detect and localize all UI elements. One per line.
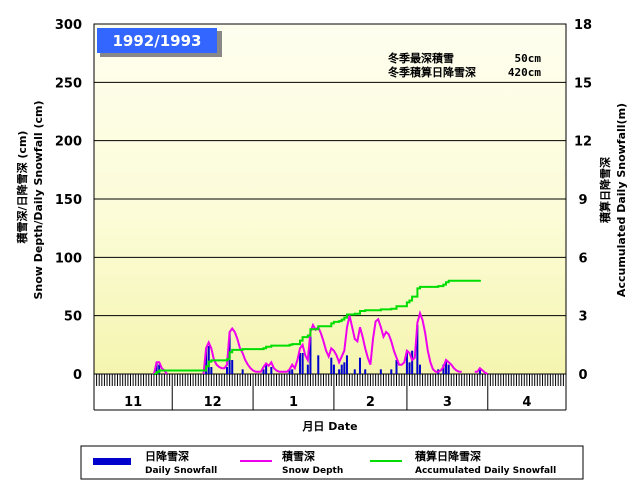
month-label: 3: [443, 395, 452, 410]
y-left-tick-label: 200: [55, 135, 82, 150]
snowfall-bar: [332, 364, 335, 374]
annotation-value-1: 420cm: [508, 66, 541, 79]
month-label: 4: [522, 395, 531, 410]
legend-snow-depth-jp: 積雪深: [281, 449, 315, 463]
snowfall-bar: [395, 360, 398, 374]
y-right-label-en: Accumulated Daily Snowfall(m): [615, 103, 628, 297]
legend-snow-depth-en: Snow Depth: [282, 466, 343, 476]
snowfall-bar: [301, 353, 304, 374]
y-right-tick-label: 6: [578, 251, 587, 266]
snowfall-bar: [390, 369, 393, 374]
snowfall-bar: [353, 369, 356, 374]
snowfall-bar: [210, 367, 213, 374]
y-right-tick-label: 9: [578, 193, 587, 208]
y-left-tick-labels: 0 50 100 150 200 250 300: [55, 18, 82, 383]
month-label: 1: [289, 395, 298, 410]
snowfall-bar: [241, 369, 244, 374]
legend-box: [80, 445, 584, 480]
y-right-tick-label: 3: [578, 310, 587, 325]
legend-daily-snowfall-swatch: [93, 458, 131, 465]
y-right-tick-label: 15: [574, 76, 592, 91]
snowfall-bar: [379, 369, 382, 374]
snowfall-bar: [405, 350, 408, 374]
snowfall-bar: [416, 325, 419, 374]
legend-accumulated-en: Accumulated Daily Snowfall: [415, 466, 556, 476]
snowfall-bar: [205, 348, 208, 374]
month-labels: 11 12 1 2 3 4: [124, 395, 531, 410]
y-left-tick-label: 300: [55, 18, 82, 33]
snowfall-bar: [411, 350, 414, 374]
legend-accumulated-jp: 積算日降雪深: [414, 449, 481, 463]
snowfall-bar: [309, 336, 312, 374]
month-label: 2: [366, 395, 375, 410]
y-left-tick-label: 250: [55, 76, 82, 91]
y-right-tick-label: 12: [574, 135, 592, 150]
x-axis-label: 月日 Date: [301, 420, 357, 433]
snowfall-bar: [207, 346, 210, 374]
accumulated-snowfall-line: [154, 279, 481, 375]
annotations: 冬季最深積雪 50cm 冬季積算日降雪深 420cm: [388, 51, 541, 79]
snowfall-bar: [270, 367, 273, 374]
title-badge: 1992/1993: [97, 28, 222, 57]
legend: 日降雪深 Daily Snowfall 積雪深 Snow Depth 積算日降雪…: [80, 445, 584, 480]
annotation-value-0: 50cm: [515, 52, 542, 65]
legend-daily-snowfall-en: Daily Snowfall: [145, 466, 217, 476]
y-right-tick-label: 0: [578, 368, 587, 383]
y-left-tick-label: 150: [55, 193, 82, 208]
snowfall-bar: [447, 364, 450, 374]
annotation-label-0: 冬季最深積雪: [388, 51, 454, 65]
annotation-label-1: 冬季積算日降雪深: [388, 65, 476, 79]
snowfall-bar: [231, 360, 234, 374]
chart-title: 1992/1993: [113, 32, 202, 50]
snowfall-bar: [340, 364, 343, 374]
snowfall-bar: [445, 360, 448, 374]
snowfall-bar: [478, 369, 481, 374]
snowfall-bar: [408, 362, 411, 374]
snowfall-bar: [338, 369, 341, 374]
gridlines: [94, 81, 566, 317]
snowfall-bar: [330, 357, 333, 374]
snowfall-bar: [262, 369, 265, 374]
snowfall-bar: [155, 362, 158, 374]
y-left-label-jp: 積雪深/日降雪深 (cm): [15, 131, 29, 245]
snowfall-bar: [442, 364, 445, 374]
snowfall-bar: [225, 367, 228, 374]
snowfall-bar: [299, 353, 302, 374]
snowfall-bar: [418, 364, 421, 374]
snowfall-bar: [288, 369, 291, 374]
snowfall-bar: [317, 355, 320, 374]
snowfall-bar: [265, 364, 268, 374]
legend-daily-snowfall-jp: 日降雪深: [145, 449, 189, 463]
month-label: 11: [124, 395, 142, 410]
snowfall-bar: [364, 369, 367, 374]
snowfall-bar: [291, 369, 294, 374]
y-left-tick-label: 100: [55, 251, 82, 266]
y-right-tick-label: 18: [574, 18, 592, 33]
snowfall-bar: [306, 364, 309, 374]
snowfall-bar: [358, 357, 361, 374]
y-left-label-en: Snow Depth/Daily Snowfall (cm): [32, 100, 45, 299]
snowfall-bar: [345, 355, 348, 374]
snowfall-bar: [343, 362, 346, 374]
y-left-tick-label: 0: [73, 368, 82, 383]
y-left-tick-label: 50: [64, 310, 82, 325]
month-label: 12: [204, 395, 222, 410]
y-right-tick-labels: 0 3 6 9 12 15 18: [574, 18, 592, 383]
day-ticks: [93, 374, 567, 410]
y-right-label-jp: 積算日降雪深: [598, 157, 612, 224]
snowfall-bar: [158, 364, 161, 374]
